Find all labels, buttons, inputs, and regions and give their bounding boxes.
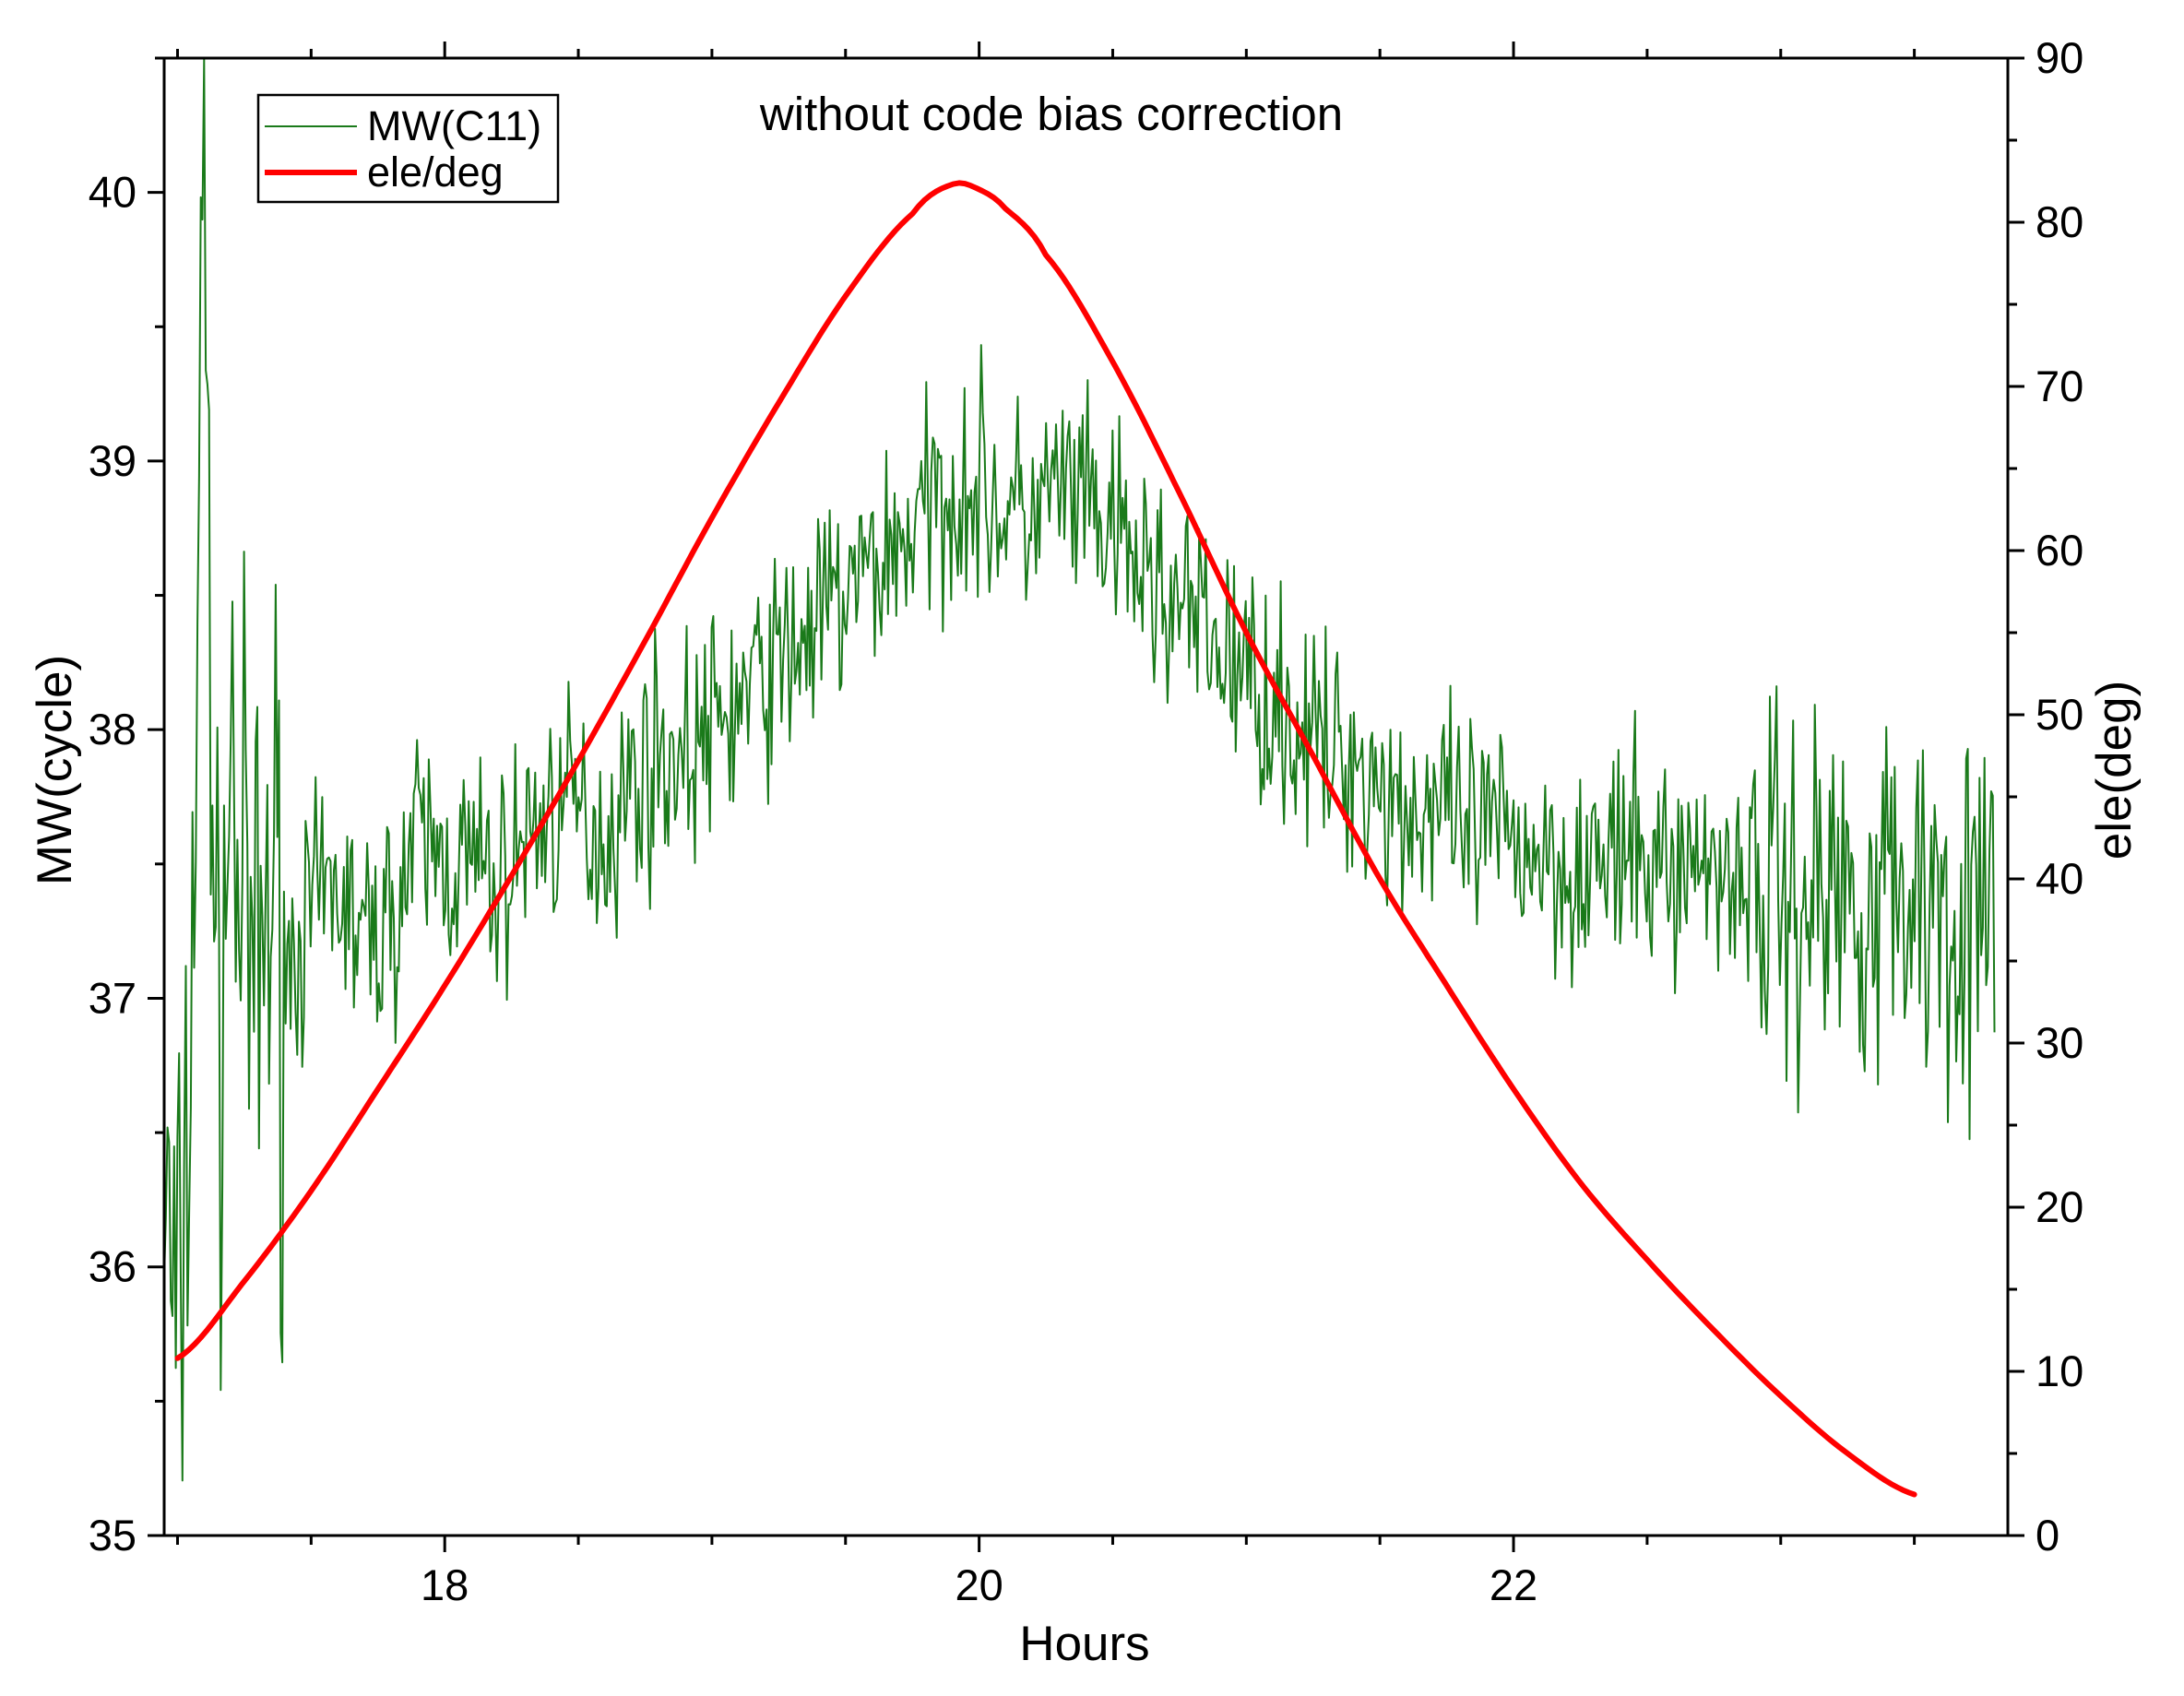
- axes-layer: 18 20 22 35 36 37 38 39 40 0 10 20 30 40 50 60 70 80 90: [89, 33, 2084, 1609]
- x-tick-label: 18: [421, 1560, 469, 1609]
- y2-tick-label: 50: [2036, 690, 2083, 739]
- y2-tick-label: 0: [2036, 1511, 2059, 1560]
- series-mw-line: [163, 57, 1996, 1482]
- y2-tick-label: 70: [2036, 362, 2083, 410]
- y-axis-title: MW(cycle): [28, 655, 82, 885]
- legend-label-elevation: ele/deg: [367, 148, 504, 196]
- y2-tick-label: 80: [2036, 197, 2083, 246]
- series-layer: [163, 57, 1996, 1498]
- y2-axis-title: ele(deg): [2087, 681, 2142, 860]
- y-tick-label: 39: [89, 436, 136, 485]
- y2-tick-label: 10: [2036, 1346, 2083, 1395]
- x-tick-label: 20: [955, 1560, 1003, 1609]
- y-tick-label: 36: [89, 1242, 136, 1291]
- series-elevation-line: [174, 180, 1917, 1498]
- legend-label-mw: MW(C11): [367, 102, 541, 149]
- y2-tick-label: 30: [2036, 1018, 2083, 1067]
- y2-tick-label: 40: [2036, 854, 2083, 903]
- y-tick-label: 35: [89, 1511, 136, 1560]
- y-tick-label: 40: [89, 168, 136, 217]
- legend-box: [256, 93, 560, 204]
- y2-tick-label: 20: [2036, 1182, 2083, 1231]
- y2-tick-label: 90: [2036, 33, 2083, 82]
- y2-tick-label: 60: [2036, 526, 2083, 575]
- chart-title: without code bias correction: [759, 88, 1343, 140]
- y-tick-label: 38: [89, 705, 136, 753]
- y-tick-label: 37: [89, 973, 136, 1022]
- legend: MW(C11) ele/deg: [256, 93, 560, 204]
- x-tick-label: 22: [1490, 1560, 1537, 1609]
- x-axis-title: Hours: [1019, 1617, 1149, 1671]
